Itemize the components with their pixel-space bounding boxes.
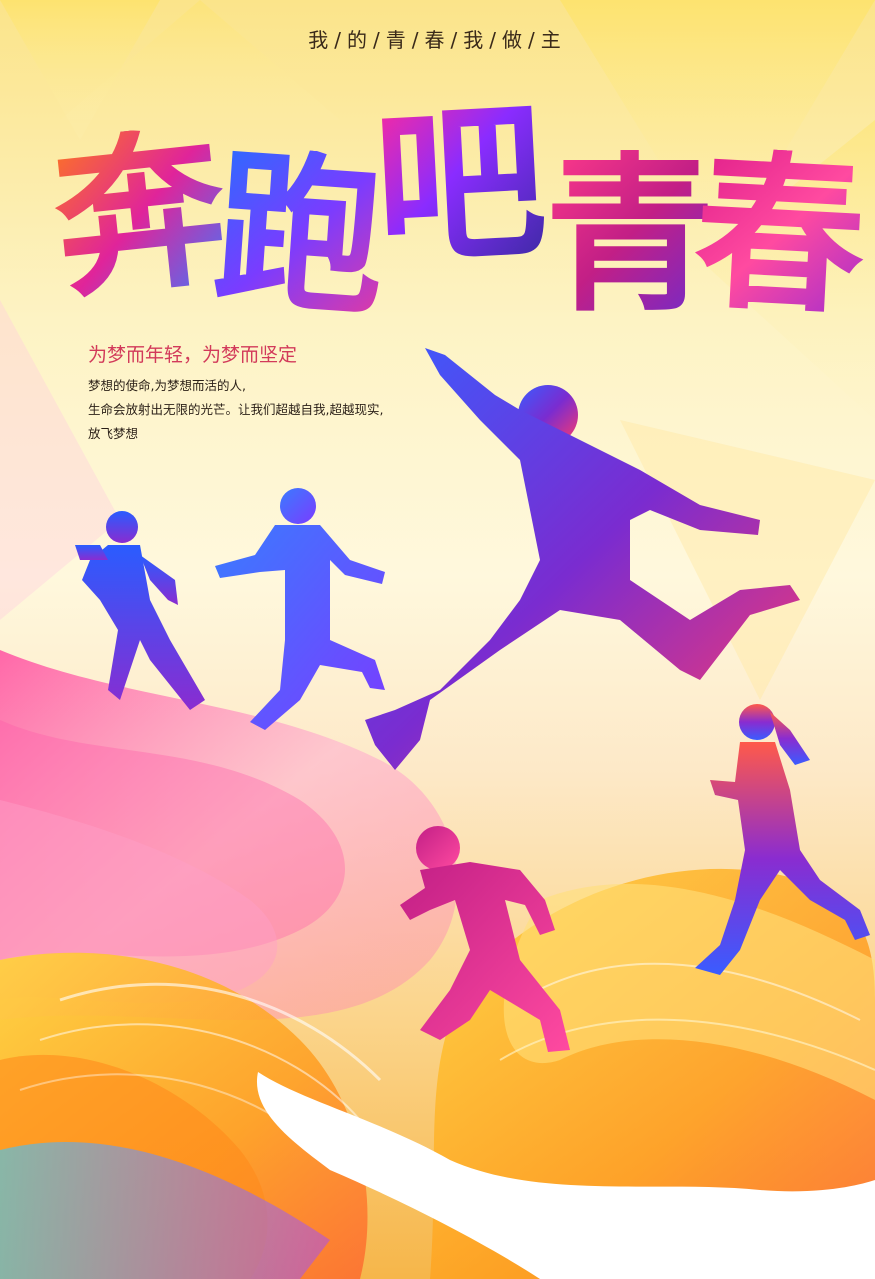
- description-line-3: 放飞梦想: [88, 426, 139, 441]
- tagline: 我/的/青/春/我/做/主: [308, 28, 567, 52]
- runner-3: [365, 348, 800, 770]
- runner-1: [75, 511, 205, 710]
- runner-4: [400, 826, 570, 1052]
- description-line-2: 生命会放射出无限的光芒。让我们超越自我,超越现实,: [88, 402, 384, 417]
- title-char-4: 青: [545, 135, 716, 335]
- subtitle: 为梦而年轻，为梦而坚定: [88, 344, 298, 366]
- description-line-1: 梦想的使命,为梦想而活的人,: [88, 378, 246, 393]
- main-title: 奔 跑 吧 青 春: [45, 81, 870, 370]
- runner-5: [695, 704, 870, 975]
- runner-2: [215, 488, 385, 730]
